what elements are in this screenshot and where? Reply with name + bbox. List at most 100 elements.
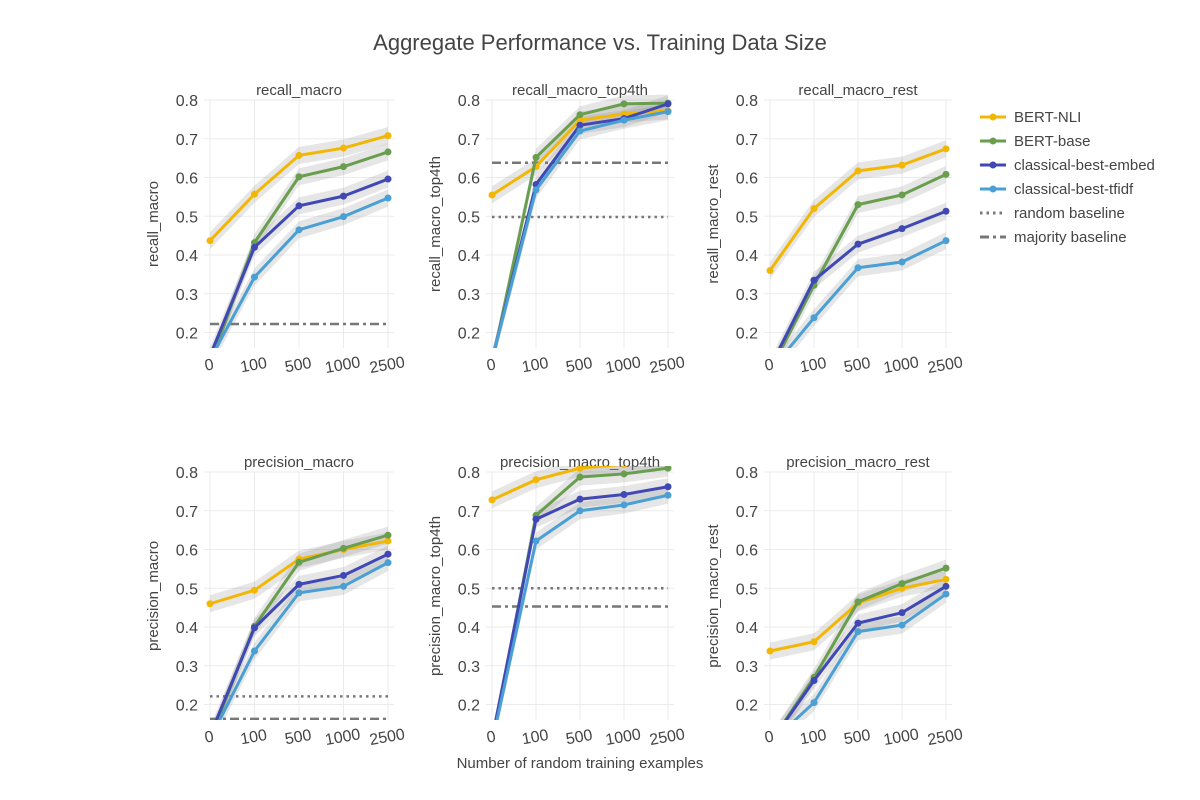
y-tick-label: 0.5 xyxy=(176,581,198,598)
data-point-classical-best-embed xyxy=(898,609,906,617)
subplot-recall-macro-top4th: 0.2 0.3 0.4 0.5 0.6 0.7 0.8 0 100 500 1000 2500 reca… xyxy=(427,82,686,377)
y-tick-label: 0.2 xyxy=(736,326,758,343)
data-point-classical-best-embed xyxy=(810,676,818,684)
data-point-bert-nli xyxy=(488,496,496,504)
y-tick-label: 0.3 xyxy=(176,659,198,676)
y-tick-label: 0.8 xyxy=(736,465,758,482)
data-point-classical-best-tfidf xyxy=(251,647,258,655)
x-tick-label: 2500 xyxy=(368,354,406,377)
y-axis-title: precision_macro_rest xyxy=(705,523,722,667)
y-tick-label: 0.5 xyxy=(458,581,480,598)
data-point-classical-best-embed xyxy=(384,550,392,558)
x-tick-label: 1000 xyxy=(882,354,920,377)
data-point-classical-best-embed xyxy=(664,100,672,108)
confidence-band xyxy=(495,486,668,720)
x-tick-label: 1000 xyxy=(882,726,920,749)
y-tick-label: 0.4 xyxy=(176,248,198,265)
subplot-title: precision_macro_rest xyxy=(786,454,930,471)
data-point-classical-best-embed xyxy=(251,243,258,251)
data-point-bert-nli xyxy=(942,575,950,583)
data-point-classical-best-embed xyxy=(664,483,672,491)
y-tick-label: 0.7 xyxy=(458,504,480,521)
confidence-band xyxy=(770,570,946,660)
legend-item[interactable]: majority baseline xyxy=(980,229,1127,246)
subplot-precision-macro-top4th: 0.2 0.3 0.4 0.5 0.6 0.7 0.8 0 100 500 1000 2500 prec… xyxy=(427,454,686,749)
x-tick-label: 500 xyxy=(565,727,594,748)
y-axis-title: precision_macro xyxy=(145,541,162,651)
legend-label: BERT-base xyxy=(1014,133,1090,150)
data-point-classical-best-tfidf xyxy=(340,213,347,221)
data-point-bert-nli xyxy=(384,537,392,545)
data-point-bert-nli xyxy=(206,600,214,608)
data-point-classical-best-embed xyxy=(576,121,584,129)
data-point-classical-best-embed xyxy=(384,175,392,183)
data-point-bert-base xyxy=(384,531,392,539)
legend-label: BERT-NLI xyxy=(1014,109,1081,126)
data-point-classical-best-embed xyxy=(340,192,347,200)
x-tick-label: 0 xyxy=(485,728,497,746)
data-point-classical-best-tfidf xyxy=(898,258,906,266)
data-point-classical-best-tfidf xyxy=(251,273,258,281)
subplot-recall-macro-rest: 0.2 0.3 0.4 0.5 0.6 0.7 0.8 0 100 500 1000 2500 reca… xyxy=(705,82,964,377)
legend-item[interactable]: BERT-NLI xyxy=(980,109,1081,126)
data-point-classical-best-embed xyxy=(620,490,628,498)
data-point-bert-nli xyxy=(898,161,906,169)
plot-area xyxy=(488,466,672,720)
x-tick-label: 500 xyxy=(843,727,872,748)
x-tick-label: 500 xyxy=(284,355,313,376)
data-point-classical-best-tfidf xyxy=(384,559,392,567)
y-tick-label: 0.6 xyxy=(458,171,480,188)
subplot-title: recall_macro_rest xyxy=(798,82,918,99)
legend-item[interactable]: classical-best-tfidf xyxy=(980,181,1134,198)
data-point-classical-best-embed xyxy=(854,240,862,248)
data-point-classical-best-tfidf xyxy=(532,537,540,545)
legend-label: majority baseline xyxy=(1014,229,1127,246)
data-point-bert-nli xyxy=(384,132,392,140)
data-point-classical-best-embed xyxy=(810,276,818,284)
legend-marker xyxy=(989,137,997,145)
y-tick-label: 0.7 xyxy=(736,504,758,521)
data-point-classical-best-tfidf xyxy=(810,699,818,707)
y-tick-label: 0.6 xyxy=(176,171,198,188)
x-tick-label: 1000 xyxy=(604,354,642,377)
data-point-classical-best-tfidf xyxy=(898,621,906,629)
data-point-bert-nli xyxy=(206,237,214,245)
x-tick-label: 2500 xyxy=(368,726,406,749)
y-tick-label: 0.5 xyxy=(458,209,480,226)
subplot-title: recall_macro xyxy=(256,82,342,99)
data-point-bert-base xyxy=(620,100,628,108)
data-point-bert-nli xyxy=(620,466,628,468)
data-point-classical-best-embed xyxy=(295,202,303,210)
y-tick-label: 0.2 xyxy=(176,326,198,343)
x-tick-label: 500 xyxy=(565,355,594,376)
legend-item[interactable]: BERT-base xyxy=(980,133,1090,150)
legend-item[interactable]: random baseline xyxy=(980,205,1125,222)
plot-area xyxy=(766,140,950,348)
data-point-bert-base xyxy=(384,148,392,156)
data-point-bert-base xyxy=(664,466,672,472)
x-tick-label: 0 xyxy=(485,356,497,374)
data-point-bert-nli xyxy=(810,205,818,212)
x-tick-label: 0 xyxy=(203,356,215,374)
y-tick-label: 0.3 xyxy=(736,659,758,676)
data-point-bert-base xyxy=(898,580,906,588)
data-point-bert-base xyxy=(854,201,862,209)
confidence-band xyxy=(214,526,388,720)
data-point-bert-nli xyxy=(340,144,347,152)
data-point-bert-nli xyxy=(251,586,258,594)
data-point-classical-best-tfidf xyxy=(576,507,584,515)
data-point-classical-best-tfidf xyxy=(620,116,628,124)
legend-item[interactable]: classical-best-embed xyxy=(980,157,1155,174)
data-point-bert-base xyxy=(576,111,584,119)
subplot-precision-macro: 0.2 0.3 0.4 0.5 0.6 0.7 0.8 0 100 500 1000 2500 prec… xyxy=(145,454,406,749)
x-tick-label: 100 xyxy=(799,355,828,376)
data-point-bert-nli xyxy=(942,145,950,153)
data-point-classical-best-tfidf xyxy=(854,264,862,272)
x-tick-label: 2500 xyxy=(648,354,686,377)
data-point-classical-best-tfidf xyxy=(576,127,584,135)
data-point-classical-best-embed xyxy=(854,619,862,627)
confidence-band xyxy=(212,143,388,348)
data-point-classical-best-embed xyxy=(942,207,950,215)
